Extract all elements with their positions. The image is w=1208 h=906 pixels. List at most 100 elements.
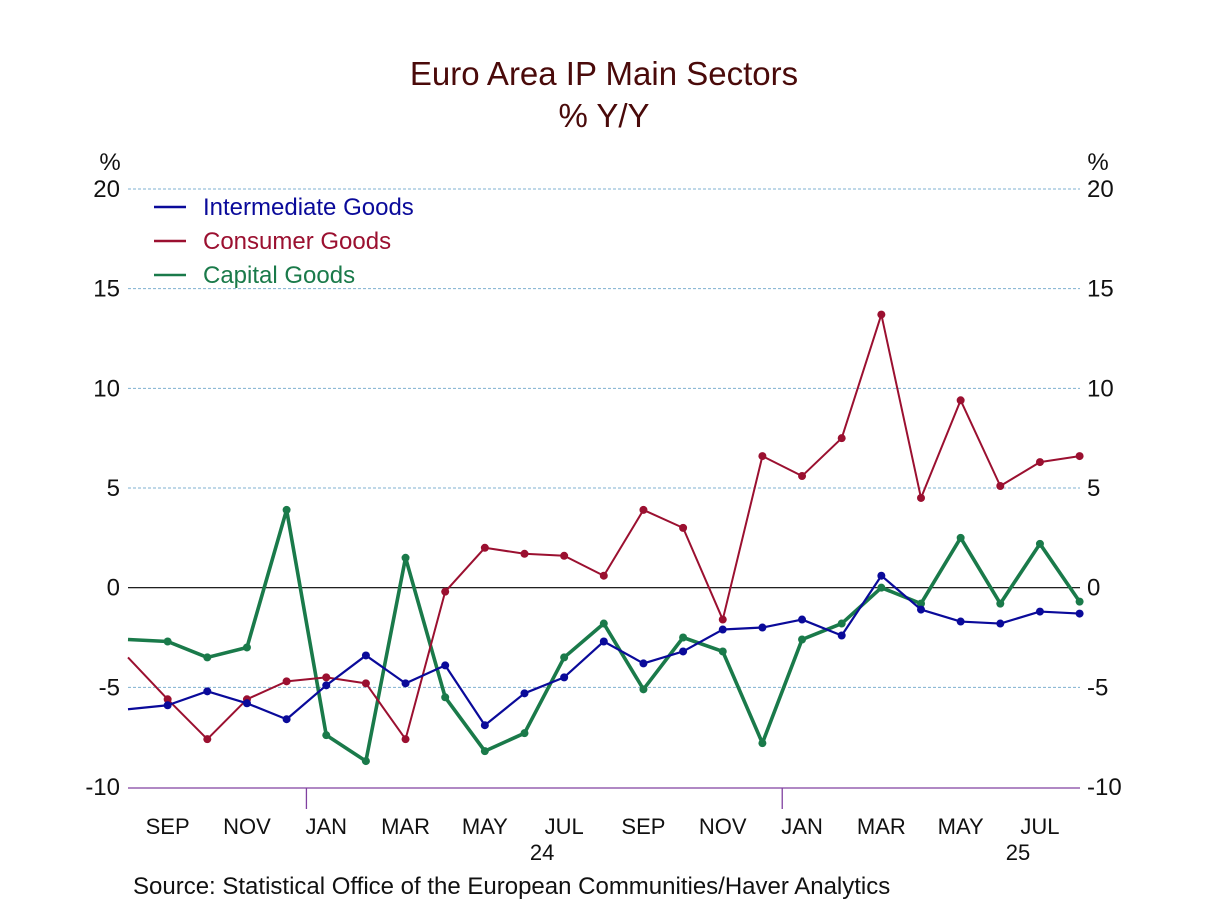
data-point-consumer-goods xyxy=(837,434,846,443)
series-intermediate-goods xyxy=(127,571,1084,730)
data-point-consumer-goods xyxy=(917,493,925,502)
x-axis xyxy=(128,787,1080,809)
x-tick-label: JAN xyxy=(781,814,823,839)
data-point-consumer-goods xyxy=(401,735,410,744)
series-layer xyxy=(127,310,1084,766)
grid-layer xyxy=(128,188,1080,688)
data-point-capital-goods xyxy=(639,685,648,694)
data-point-capital-goods xyxy=(758,739,767,748)
chart-title: Euro Area IP Main Sectors xyxy=(410,55,798,92)
x-tick-label: JUL xyxy=(1020,814,1059,839)
data-point-intermediate-goods xyxy=(163,701,172,710)
data-point-capital-goods xyxy=(837,619,846,628)
data-point-intermediate-goods xyxy=(203,687,212,696)
data-point-intermediate-goods xyxy=(441,661,450,670)
data-point-capital-goods xyxy=(956,533,965,542)
data-point-capital-goods xyxy=(441,693,450,702)
series-line-intermediate-goods xyxy=(127,574,1080,727)
y-tick-label-left: -10 xyxy=(85,774,120,801)
data-point-consumer-goods xyxy=(599,571,608,580)
data-point-intermediate-goods xyxy=(480,721,489,730)
y-tick-label-right: 0 xyxy=(1087,575,1100,602)
legend: Intermediate Goods Consumer Goods Capital … xyxy=(154,194,414,289)
x-tick-label: JUL xyxy=(545,814,584,839)
data-point-capital-goods xyxy=(877,583,886,592)
data-point-intermediate-goods xyxy=(1035,607,1044,616)
data-point-capital-goods xyxy=(203,653,212,662)
x-tick-label: NOV xyxy=(223,814,271,839)
data-point-capital-goods xyxy=(322,731,331,740)
y-axis-unit-right: % xyxy=(1087,149,1108,176)
data-point-capital-goods xyxy=(917,599,925,608)
data-point-consumer-goods xyxy=(1035,458,1044,467)
series-consumer-goods xyxy=(127,310,1084,744)
data-point-intermediate-goods xyxy=(679,647,688,656)
data-point-capital-goods xyxy=(163,637,172,646)
y-tick-label-left: 15 xyxy=(93,276,120,303)
data-point-consumer-goods xyxy=(560,551,569,560)
data-point-consumer-goods xyxy=(480,543,489,552)
data-point-capital-goods xyxy=(560,653,569,662)
x-tick-label: MAR xyxy=(857,814,906,839)
data-point-capital-goods xyxy=(282,505,291,514)
y-tick-label-left: 5 xyxy=(107,475,120,502)
data-point-consumer-goods xyxy=(282,677,291,686)
y-tick-label-right: 15 xyxy=(1087,276,1114,303)
data-point-capital-goods xyxy=(401,553,410,562)
y-tick-label-right: 20 xyxy=(1087,176,1114,203)
y-tick-label-left: 20 xyxy=(93,176,120,203)
y-axis-unit-left: % xyxy=(99,149,120,176)
data-point-consumer-goods xyxy=(639,505,648,514)
data-point-intermediate-goods xyxy=(599,637,608,646)
data-point-consumer-goods xyxy=(877,310,886,319)
data-point-intermediate-goods xyxy=(917,605,925,614)
y-tick-label-right: 5 xyxy=(1087,475,1100,502)
y-tick-label-right: -5 xyxy=(1087,674,1108,701)
x-tick-label: JAN xyxy=(305,814,347,839)
legend-label: Capital Goods xyxy=(203,262,355,289)
data-point-capital-goods xyxy=(361,757,370,766)
data-point-intermediate-goods xyxy=(322,681,331,690)
legend-label: Consumer Goods xyxy=(203,228,391,255)
x-tick-label: MAY xyxy=(938,814,984,839)
data-point-capital-goods xyxy=(679,633,688,642)
data-point-intermediate-goods xyxy=(639,659,648,668)
data-point-capital-goods xyxy=(996,599,1005,608)
series-line-capital-goods xyxy=(127,508,1082,763)
x-tick-label: SEP xyxy=(621,814,665,839)
data-point-consumer-goods xyxy=(322,673,331,682)
data-point-capital-goods xyxy=(520,729,529,738)
data-point-consumer-goods xyxy=(798,472,807,481)
y-tick-label-left: 10 xyxy=(93,375,120,402)
y-tick-label-left: -5 xyxy=(99,674,120,701)
data-point-consumer-goods xyxy=(718,615,727,624)
x-tick-label: SEP xyxy=(146,814,190,839)
y-tick-label-right: 10 xyxy=(1087,375,1114,402)
data-point-consumer-goods xyxy=(361,679,370,688)
data-point-capital-goods xyxy=(480,747,489,756)
data-point-intermediate-goods xyxy=(1075,609,1084,618)
y-tick-label-left: 0 xyxy=(107,575,120,602)
data-point-intermediate-goods xyxy=(798,615,807,624)
x-tick-label: MAY xyxy=(462,814,508,839)
data-point-consumer-goods xyxy=(758,452,767,461)
data-point-intermediate-goods xyxy=(401,679,410,688)
data-point-intermediate-goods xyxy=(996,619,1005,628)
data-point-capital-goods xyxy=(798,635,807,644)
data-point-intermediate-goods xyxy=(361,651,370,660)
source-note: Source: Statistical Office of the Europe… xyxy=(133,873,890,900)
y-tick-labels: 20 20 15 15 10 10 5 5 0 0 -5 -5 -10 -10 xyxy=(85,176,1121,801)
data-point-intermediate-goods xyxy=(242,699,251,708)
data-point-capital-goods xyxy=(242,643,251,652)
data-point-consumer-goods xyxy=(956,396,965,405)
data-point-intermediate-goods xyxy=(837,631,846,640)
data-point-intermediate-goods xyxy=(282,715,291,724)
data-point-intermediate-goods xyxy=(877,571,886,580)
data-point-consumer-goods xyxy=(203,735,212,744)
chart-subtitle: % Y/Y xyxy=(558,97,649,134)
data-point-consumer-goods xyxy=(1075,452,1084,461)
x-tick-label: MAR xyxy=(381,814,430,839)
legend-label: Intermediate Goods xyxy=(203,194,414,221)
series-capital-goods xyxy=(127,505,1084,766)
